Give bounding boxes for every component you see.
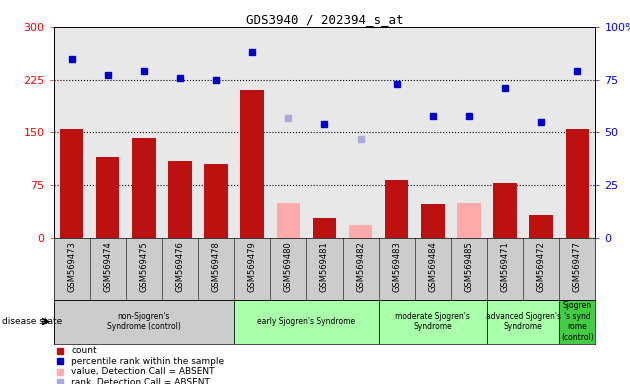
Text: GSM569477: GSM569477 (573, 241, 581, 292)
Text: GSM569473: GSM569473 (67, 241, 76, 292)
Text: GSM569476: GSM569476 (176, 241, 185, 292)
Bar (421, 204, 445, 238)
Bar (96, 157, 120, 238)
Text: advanced Sjogren's
Syndrome: advanced Sjogren's Syndrome (486, 312, 561, 331)
Bar (204, 164, 228, 238)
Text: GSM569472: GSM569472 (537, 241, 546, 292)
Text: GSM569482: GSM569482 (356, 241, 365, 292)
Bar (168, 161, 192, 238)
Bar (277, 203, 300, 238)
Bar (493, 183, 517, 238)
Text: value, Detection Call = ABSENT: value, Detection Call = ABSENT (71, 367, 215, 376)
Bar (559, 300, 595, 344)
Text: GSM569485: GSM569485 (464, 241, 473, 292)
Text: moderate Sjogren's
Syndrome: moderate Sjogren's Syndrome (396, 312, 470, 331)
Bar (566, 129, 589, 238)
Bar (241, 90, 264, 238)
Bar (54, 300, 234, 344)
Text: GSM569479: GSM569479 (248, 241, 256, 292)
Title: GDS3940 / 202394_s_at: GDS3940 / 202394_s_at (246, 13, 403, 26)
Text: GSM569471: GSM569471 (501, 241, 510, 292)
Bar (529, 215, 553, 238)
Bar (234, 300, 379, 344)
Text: early Sjogren's Syndrome: early Sjogren's Syndrome (257, 317, 355, 326)
Text: GSM569474: GSM569474 (103, 241, 112, 292)
Text: GSM569475: GSM569475 (139, 241, 148, 292)
Bar (457, 203, 481, 238)
Text: GSM569484: GSM569484 (428, 241, 437, 292)
Bar (379, 300, 487, 344)
Bar (349, 225, 372, 238)
Text: non-Sjogren's
Syndrome (control): non-Sjogren's Syndrome (control) (107, 312, 181, 331)
Text: GSM569481: GSM569481 (320, 241, 329, 292)
Text: rank, Detection Call = ABSENT: rank, Detection Call = ABSENT (71, 378, 210, 384)
Text: percentile rank within the sample: percentile rank within the sample (71, 357, 224, 366)
Bar (132, 138, 156, 238)
Text: disease state: disease state (2, 317, 62, 326)
Text: GSM569478: GSM569478 (212, 241, 220, 292)
Bar (312, 218, 336, 238)
Text: Sjogren
's synd
rome
(control): Sjogren 's synd rome (control) (561, 301, 593, 342)
Text: GSM569483: GSM569483 (392, 241, 401, 292)
Bar (60, 129, 83, 238)
Bar (487, 300, 559, 344)
Text: GSM569480: GSM569480 (284, 241, 293, 292)
Bar (385, 180, 408, 238)
Text: count: count (71, 346, 97, 356)
